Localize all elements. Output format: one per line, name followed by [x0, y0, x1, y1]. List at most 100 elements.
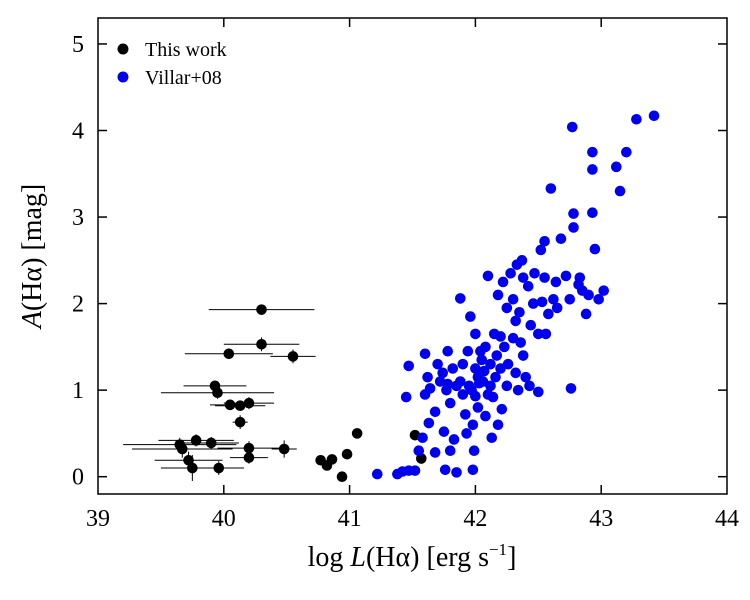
data-point-villar-08 — [442, 378, 454, 390]
x-tick-label: 39 — [86, 506, 110, 532]
data-point-villar-08 — [485, 358, 496, 370]
data-point-villar-08 — [631, 113, 642, 125]
y-tick-label: 0 — [72, 465, 84, 491]
legend-marker-this-work — [117, 43, 129, 55]
data-point-villar-08 — [487, 391, 499, 403]
data-point-villar-08 — [455, 293, 466, 304]
data-point-villar-08 — [491, 350, 503, 361]
data-point-villar-08 — [587, 146, 598, 158]
data-point-villar-08 — [621, 146, 632, 158]
data-point-villar-08 — [535, 244, 547, 256]
y-axis-label: A(Hα) [mag] — [17, 184, 48, 331]
data-point-villar-08 — [589, 243, 601, 255]
legend-label-this-work: This work — [145, 39, 227, 61]
data-point-villar-08 — [517, 272, 529, 283]
data-point-villar-08 — [524, 380, 535, 392]
data-points — [174, 110, 660, 482]
data-point-this-work — [234, 416, 246, 428]
data-point-villar-08 — [501, 302, 513, 314]
data-point-villar-08 — [598, 285, 610, 296]
data-point-villar-08 — [517, 350, 529, 361]
data-point-villar-08 — [444, 445, 456, 457]
data-point-villar-08 — [495, 331, 506, 342]
data-point-villar-08 — [499, 341, 510, 353]
data-point-villar-08 — [485, 380, 496, 392]
data-point-villar-08 — [540, 328, 552, 340]
x-tick-label: 40 — [212, 506, 236, 532]
data-point-villar-08 — [527, 298, 539, 309]
x-axis-label: log L(Hα) [erg s−1] — [308, 540, 517, 573]
data-point-villar-08 — [462, 345, 474, 357]
data-point-villar-08 — [520, 371, 532, 383]
data-point-villar-08 — [560, 270, 572, 282]
data-point-villar-08 — [568, 222, 579, 233]
y-tick-label: 4 — [72, 119, 84, 145]
y-tick-label: 3 — [72, 205, 84, 231]
data-point-villar-08 — [444, 397, 456, 409]
y-tick-label: 2 — [72, 292, 84, 318]
data-point-villar-08 — [478, 365, 490, 377]
data-point-villar-08 — [442, 345, 454, 357]
data-point-villar-08 — [533, 386, 544, 398]
y-tick-label: 1 — [72, 378, 84, 404]
data-point-villar-08 — [564, 293, 576, 305]
data-point-villar-08 — [610, 161, 622, 173]
data-point-villar-08 — [429, 447, 441, 458]
data-point-villar-08 — [476, 354, 487, 366]
legend: This work Villar+08 — [117, 39, 227, 89]
data-point-villar-08 — [580, 308, 592, 320]
data-point-villar-08 — [467, 464, 479, 476]
data-point-this-work — [187, 462, 198, 474]
x-tick-label: 42 — [463, 506, 487, 532]
data-point-villar-08 — [502, 358, 514, 370]
data-point-villar-08 — [451, 467, 462, 478]
data-point-villar-08 — [587, 164, 598, 175]
data-point-villar-08 — [501, 380, 513, 392]
x-axis-label-suffix: ] — [507, 542, 516, 573]
data-point-villar-08 — [497, 276, 509, 288]
plot-frame — [97, 17, 728, 495]
data-point-villar-08 — [516, 255, 528, 266]
data-point-villar-08 — [539, 235, 550, 247]
y-axis: 0 1 2 3 4 5 — [72, 32, 727, 491]
data-point-villar-08 — [482, 270, 494, 282]
data-point-villar-08 — [492, 419, 504, 431]
data-point-villar-08 — [583, 289, 594, 301]
data-point-villar-08 — [423, 417, 435, 429]
data-point-villar-08 — [514, 306, 525, 318]
data-point-this-work — [213, 462, 225, 474]
data-point-villar-08 — [457, 389, 469, 400]
data-point-this-work — [336, 471, 348, 482]
legend-marker-villar — [117, 71, 129, 83]
data-point-villar-08 — [480, 410, 491, 422]
data-point-villar-08 — [371, 468, 383, 480]
data-point-villar-08 — [525, 319, 537, 331]
data-point-villar-08 — [496, 403, 508, 415]
data-point-villar-08 — [460, 409, 471, 420]
data-point-villar-08 — [455, 376, 466, 387]
data-point-villar-08 — [490, 371, 501, 383]
data-point-this-work — [234, 400, 246, 412]
data-point-this-work — [243, 397, 255, 409]
legend-label-villar: Villar+08 — [145, 67, 222, 89]
x-tick-label: 41 — [338, 506, 362, 532]
data-point-villar-08 — [593, 293, 604, 305]
x-axis-label-var: L — [349, 542, 366, 573]
y-axis-label-var: A — [17, 310, 48, 330]
data-point-villar-08 — [448, 434, 460, 445]
data-point-villar-08 — [400, 391, 412, 403]
data-point-villar-08 — [429, 406, 441, 418]
data-point-villar-08 — [648, 110, 660, 122]
x-axis-label-sup: −1 — [489, 540, 507, 559]
data-point-villar-08 — [457, 358, 469, 370]
data-point-villar-08 — [470, 328, 481, 340]
data-point-this-work — [176, 443, 188, 455]
y-tick-label: 5 — [72, 32, 84, 58]
data-point-villar-08 — [447, 363, 459, 374]
data-point-villar-08 — [472, 402, 484, 413]
data-point-villar-08 — [438, 426, 450, 437]
data-point-villar-08 — [565, 383, 577, 394]
data-point-villar-08 — [614, 185, 626, 197]
data-point-this-work — [224, 399, 236, 411]
